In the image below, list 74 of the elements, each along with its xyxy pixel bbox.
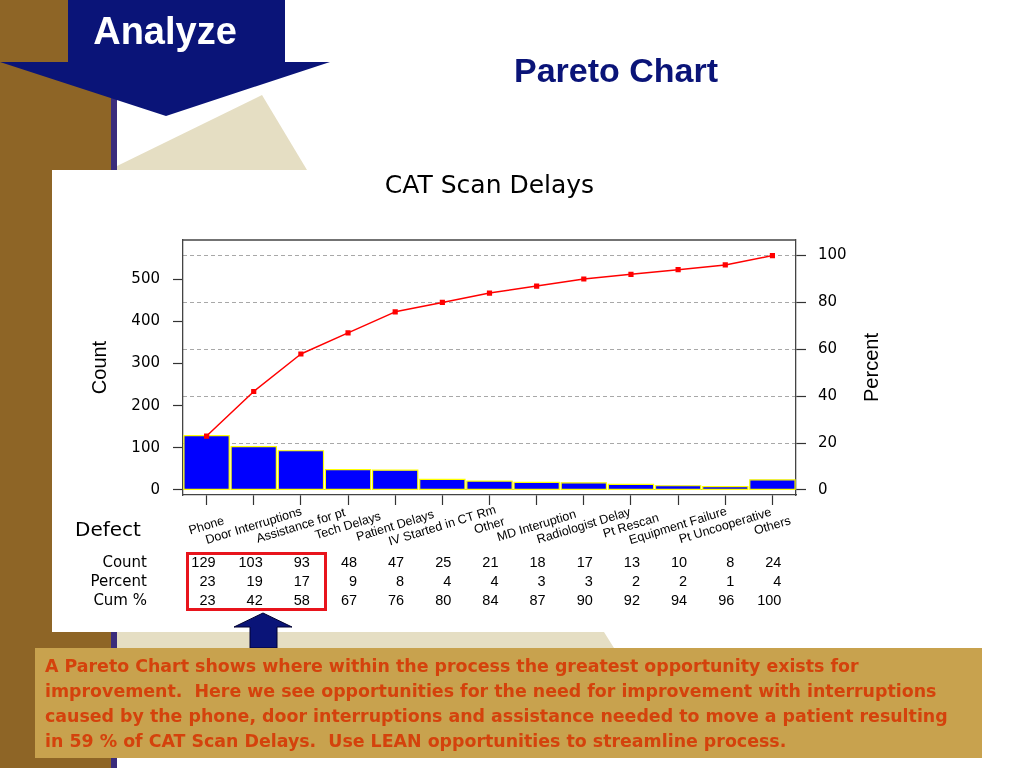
text: 4 — [773, 573, 782, 589]
data-label: 21 — [482, 554, 499, 570]
data-label: 17 — [576, 554, 593, 570]
y2-tick-label: 40 — [818, 386, 838, 405]
point — [581, 276, 587, 282]
text: 23 — [199, 573, 216, 589]
data-label: 129 — [191, 554, 216, 570]
data-label: 67 — [340, 592, 358, 608]
data-label: 18 — [529, 554, 546, 570]
y-tick-label: 300 — [131, 353, 160, 372]
text: 4 — [490, 573, 499, 589]
text: Percent — [90, 571, 148, 590]
y-axis-title: Count — [87, 340, 110, 395]
y-tick-label: 200 — [131, 395, 160, 414]
point — [345, 330, 351, 336]
point — [203, 433, 210, 439]
x-axis-title: Defect — [75, 517, 142, 542]
data-label: 13 — [623, 554, 640, 570]
y2-axis-title: Percent — [859, 332, 882, 402]
y-tick-label: 0 — [150, 479, 160, 498]
point — [628, 271, 634, 277]
y2-tick-label: 80 — [818, 292, 838, 311]
point — [486, 290, 493, 296]
y2-tick-label: 100 — [818, 245, 847, 264]
point — [769, 253, 776, 259]
text: 9 — [348, 573, 358, 589]
data-label: 92 — [623, 592, 640, 608]
text: 19 — [246, 573, 263, 589]
y2-tick-label: 20 — [818, 432, 838, 451]
data-label: 103 — [238, 554, 263, 570]
data-label: 90 — [576, 592, 593, 608]
data-label: 84 — [482, 592, 499, 608]
point — [722, 262, 728, 268]
point — [298, 351, 304, 357]
data-label: 58 — [293, 592, 310, 608]
data-label: 94 — [670, 592, 688, 608]
data-label: 48 — [340, 554, 358, 570]
y2-tick-label: 60 — [818, 339, 838, 358]
data-label: 80 — [435, 592, 452, 608]
text: 3 — [537, 573, 546, 589]
chart-title: CAT Scan Delays — [384, 169, 595, 199]
data-label: 100 — [757, 592, 782, 608]
point — [534, 283, 540, 289]
text: 2 — [679, 573, 688, 589]
text: 17 — [293, 573, 310, 589]
point — [439, 299, 445, 306]
data-label: 96 — [718, 592, 735, 608]
text: Pareto Chart — [512, 50, 720, 90]
data-label: 87 — [529, 592, 546, 608]
text: Count — [102, 552, 148, 571]
data-label: 47 — [388, 554, 405, 570]
point — [392, 309, 398, 315]
point — [675, 267, 681, 273]
y-tick-label: 100 — [131, 437, 160, 456]
text: 2 — [631, 573, 640, 589]
y-tick-label: 500 — [131, 269, 160, 288]
text: 8 — [396, 573, 405, 589]
text: 1 — [726, 573, 735, 589]
text: Cum % — [93, 590, 147, 609]
data-label: 10 — [670, 554, 688, 570]
data-label: 42 — [246, 592, 263, 608]
y2-tick-label: 0 — [818, 479, 828, 498]
data-label: 23 — [199, 592, 216, 608]
data-label: 76 — [388, 592, 405, 608]
text: 3 — [584, 573, 593, 589]
text: Analyze — [92, 9, 238, 53]
point — [251, 388, 257, 395]
data-label: 25 — [435, 554, 452, 570]
data-label: 8 — [726, 554, 735, 570]
text: A Pareto Chart shows where within the process the greatest opportunity exists for improvement. Here we see opportunities for the need for improvement with interruptions caused by the phone, door interruptions and assistance needed to move a patient resulting in 59 % of CAT Scan Delays. Use LEAN opportunities to streamline process. — [35, 648, 982, 758]
y-tick-label: 400 — [131, 311, 160, 330]
data-label: 93 — [293, 554, 310, 570]
data-label: 24 — [765, 554, 782, 570]
text: 4 — [443, 573, 452, 589]
